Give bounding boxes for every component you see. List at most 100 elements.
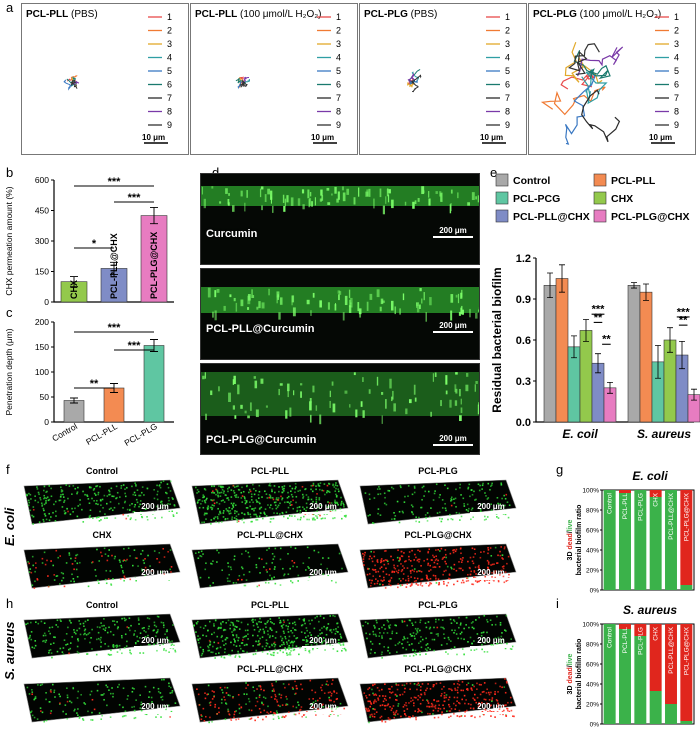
live-cell-dot [370,550,373,553]
dead-cell-dot [497,702,499,705]
live-cell-dot [95,516,98,519]
live-cell-dot [455,511,458,514]
dead-cell-dot [417,708,420,710]
fluorescence-speck [349,404,351,408]
scale-line [134,578,176,580]
legend-label: 2 [505,26,510,36]
dead-cell-dot [150,570,153,572]
live-cell-dot [339,702,342,705]
live-cell-dot [490,555,493,557]
dead-cell-dot [335,692,338,694]
legend-swatch [593,191,607,205]
fluorescence-speck [272,205,274,213]
live-cell-dot [403,655,405,657]
dead-cell-dot [409,682,412,685]
live-cell-dot [90,637,92,639]
live-cell-dot [243,635,246,638]
legend-label: 3 [674,39,679,49]
live-cell-dot [271,507,274,510]
y-tick-label: 0% [590,588,600,595]
fluorescence-speck [287,383,290,392]
live-cell-dot [88,516,91,519]
dead-cell-dot [416,570,418,573]
y-axis-label-part: 3D [567,550,574,561]
dead-cell-dot [382,700,385,703]
live-cell-dot [203,495,205,498]
legend-label: 9 [505,120,510,130]
dead-cell-dot [494,682,497,685]
dead-cell-dot [283,621,285,623]
live-cell-dot [323,625,325,628]
scale-label: 200 μm [141,568,169,577]
dead-cell-dot [460,561,463,563]
live-cell-dot [68,485,71,487]
live-cell-dot [430,632,433,634]
live-cell-dot [140,703,142,706]
bar-category-label: CHX [69,280,79,299]
live-cell-dot [278,617,280,619]
live-cell-dot [345,514,347,517]
live-cell-dot [255,622,258,625]
dead-cell-dot [400,555,403,557]
live-cell-dot [171,640,173,642]
live-cell-dot [237,639,239,642]
live-cell-dot [289,642,292,644]
live-cell-dot [287,506,290,509]
dead-cell-dot [218,711,220,714]
live-cell-dot [100,641,102,644]
live-cell-dot [377,493,379,496]
dead-cell-dot [169,716,171,718]
bar-category-label: PCL-PLL@CHX [109,233,119,299]
live-cell-dot [227,510,230,513]
live-cell-dot [244,584,247,587]
live-cell-dot [236,521,239,523]
live-cell-dot [146,518,149,521]
live-cell-dot [230,496,233,498]
dead-cell-dot [471,689,473,691]
dead-cell-dot [370,557,373,560]
dead-cell-dot [376,560,379,562]
live-cell-dot [310,634,313,636]
live-cell-dot [419,653,421,656]
dead-cell-dot [394,713,396,715]
live-cell-dot [104,513,106,515]
live-cell-dot [247,511,249,514]
dead-cell-dot [453,563,456,566]
live-cell-dot [323,639,326,642]
dead-cell-dot [370,702,372,704]
bar-live [634,490,647,590]
live-cell-dot [450,498,453,501]
live-cell-dot [252,483,254,486]
live-cell-dot [99,639,102,641]
dead-cell-dot [49,690,52,692]
live-cell-dot [398,559,400,562]
trajectory-path [581,89,621,143]
live-cell-dot [159,692,162,694]
live-cell-dot [77,690,79,693]
live-cell-dot [372,708,374,710]
dead-cell-dot [505,704,507,706]
live-cell-dot [501,638,504,641]
live-cell-dot [393,517,396,520]
live-cell-dot [316,643,318,645]
fluorescence-speck [381,415,383,424]
live-cell-dot [264,508,267,510]
live-cell-dot [144,636,147,638]
live-cell-dot [451,629,453,632]
legend-label: 8 [674,107,679,117]
dead-cell-dot [421,683,424,685]
live-cell-dot [223,644,225,646]
live-cell-dot [294,628,296,631]
live-cell-dot [368,721,370,724]
scale-line [302,578,344,580]
live-cell-dot [450,498,452,500]
scale-label: 200 μm [309,568,337,577]
y-axis-label: Residual bacterial biofilm [490,267,504,412]
live-cell-dot [482,631,485,634]
dead-cell-dot [487,691,490,694]
dead-cell-dot [145,569,148,572]
dead-cell-dot [203,720,206,722]
live-cell-dot [124,500,127,503]
bar-live [603,490,616,590]
live-cell-dot [337,503,339,506]
